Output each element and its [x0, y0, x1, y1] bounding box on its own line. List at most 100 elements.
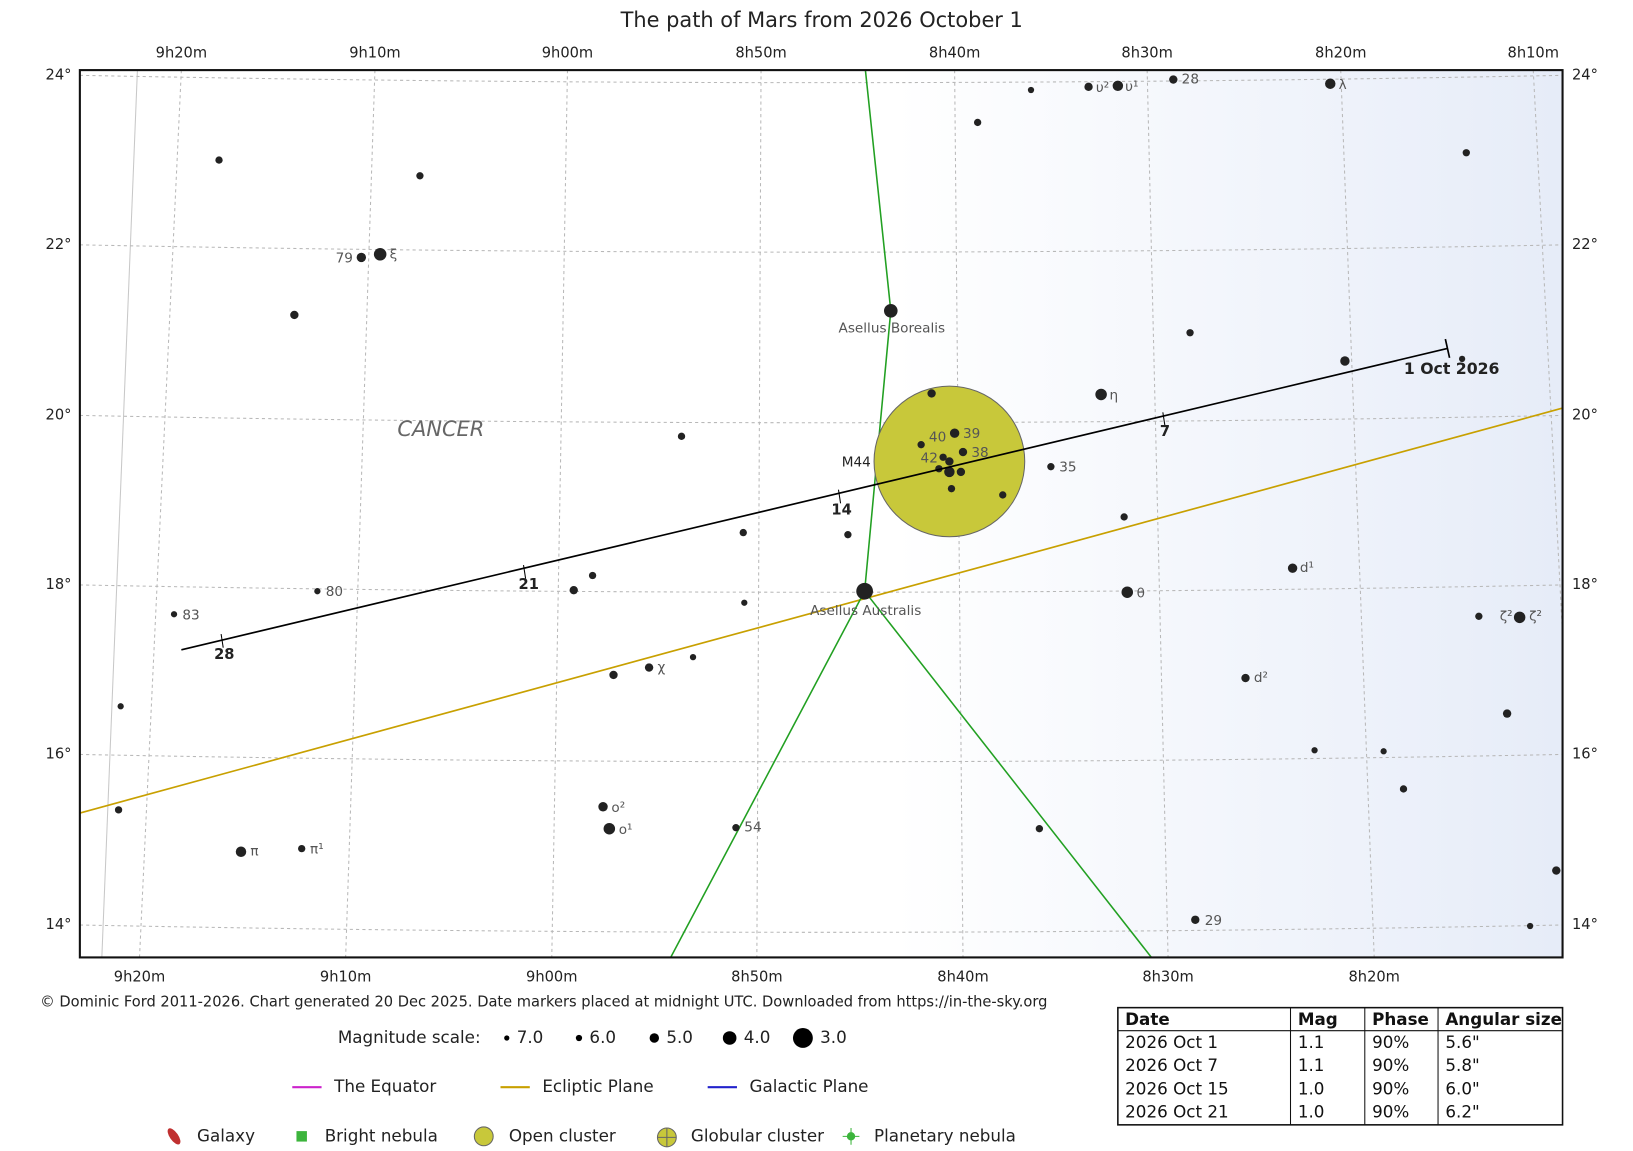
magnitude-dot	[792, 1028, 813, 1048]
table-cell: 90%	[1372, 1055, 1409, 1075]
star	[856, 582, 874, 600]
star-label: υ²	[1096, 80, 1109, 96]
star-label: λ	[1339, 77, 1347, 93]
star	[603, 822, 616, 835]
star	[114, 806, 123, 814]
table-cell: 2026 Oct 21	[1125, 1101, 1228, 1121]
table-cell: 1.0	[1298, 1101, 1325, 1121]
star	[677, 432, 686, 440]
ecliptic	[79, 407, 1563, 814]
table-cell: 1.1	[1298, 1055, 1325, 1075]
star-label: χ	[657, 660, 665, 676]
star-label: 54	[744, 820, 761, 836]
star	[883, 303, 898, 318]
star	[973, 118, 982, 127]
overlay: 9h20m 9h10m 9h00m 8h50m 8h40m 8h30m 8h20m 8h10m…	[46, 44, 1598, 985]
magnitude-label: 7.0	[517, 1027, 544, 1047]
magnitude-dot	[504, 1035, 510, 1041]
ra-tick-label: 8h50m	[735, 44, 786, 61]
star	[1513, 611, 1526, 624]
star	[1502, 709, 1512, 718]
star-label: d¹	[1300, 560, 1314, 576]
star	[1311, 747, 1318, 754]
ra-tick-label: 9h00m	[542, 44, 593, 61]
star	[1526, 922, 1534, 930]
dec-tick-label: 16°	[46, 745, 72, 762]
ra-tick-label: 8h30m	[1142, 968, 1193, 985]
ra-tick-label: 8h10m	[1508, 44, 1559, 61]
star	[1186, 329, 1194, 337]
table-cell: 2026 Oct 1	[1125, 1032, 1218, 1052]
ra-tick-label: 9h20m	[156, 44, 207, 61]
chart-area	[79, 70, 1563, 958]
star-label: ζ²	[1500, 608, 1513, 624]
star	[1462, 149, 1470, 157]
star	[1027, 86, 1035, 94]
star-label: θ	[1137, 585, 1145, 601]
legend-label: Galaxy	[197, 1125, 255, 1145]
star	[732, 824, 740, 832]
constellation-line	[864, 590, 1153, 958]
mars-path	[181, 347, 1448, 651]
nebula-icon	[296, 1131, 307, 1142]
star	[956, 467, 966, 477]
date-marker-label: 28	[214, 646, 234, 663]
credit: © Dominic Ford 2011-2026. Chart generate…	[40, 993, 1047, 1010]
dec-tick-label: 14°	[1572, 916, 1598, 933]
star-label: 39	[963, 426, 980, 442]
magnitude-dot	[722, 1031, 737, 1045]
open-cluster-icon	[473, 1126, 494, 1147]
star-label: 40	[929, 429, 946, 445]
star	[741, 599, 748, 606]
table-cell: 6.0"	[1445, 1078, 1479, 1098]
legend-label: Planetary nebula	[874, 1125, 1016, 1145]
plot	[79, 70, 1563, 958]
globular-cross	[657, 1127, 677, 1147]
date-marker-label: 7	[1160, 423, 1170, 440]
ra-tick-label: 8h30m	[1121, 44, 1172, 61]
ra-tick-label: 8h50m	[731, 968, 782, 985]
star	[1475, 612, 1483, 620]
star	[290, 310, 299, 320]
boundary-line	[101, 70, 138, 958]
star	[1035, 825, 1044, 833]
path-end-tick	[1444, 338, 1451, 359]
star	[609, 670, 618, 680]
table-cell: 1.1	[1298, 1032, 1325, 1052]
star	[235, 846, 247, 857]
star	[1169, 75, 1178, 84]
dec-grid-line	[79, 584, 1563, 593]
star	[598, 802, 608, 812]
star	[1241, 673, 1250, 683]
table-header: Angular size	[1445, 1009, 1562, 1029]
star-label: υ¹	[1125, 79, 1138, 95]
star	[1120, 513, 1128, 521]
ra-tick-label: 8h40m	[929, 44, 980, 61]
star-label: ζ²	[1529, 608, 1542, 624]
star	[1084, 82, 1093, 92]
dec-grid-line	[79, 753, 1563, 763]
chart-frame	[78, 69, 1564, 959]
star	[298, 844, 306, 853]
star	[945, 457, 954, 466]
table-cell: 6.2"	[1445, 1101, 1479, 1121]
dec-grid-line	[79, 74, 1563, 84]
star-label: 28	[1182, 72, 1199, 88]
constellation-name: CANCER	[397, 417, 484, 441]
star	[939, 453, 947, 461]
dec-tick-label: 24°	[1572, 66, 1598, 83]
star-label: Asellus Australis	[810, 603, 921, 619]
star-label: d²	[1254, 670, 1268, 686]
legend-label: Galactic Plane	[750, 1076, 869, 1096]
table-cell: 2026 Oct 15	[1125, 1078, 1228, 1098]
title: The path of Mars from 2026 October 1	[620, 8, 1023, 32]
star	[944, 466, 955, 478]
ra-tick-label: 9h10m	[320, 968, 371, 985]
star	[170, 611, 178, 618]
table-frame	[1117, 1006, 1564, 1126]
legend-label: Ecliptic Plane	[542, 1076, 653, 1096]
ra-tick-label: 9h20m	[114, 968, 165, 985]
legend-label: Bright nebula	[325, 1125, 438, 1145]
table-header: Date	[1125, 1009, 1170, 1029]
star	[844, 531, 852, 539]
